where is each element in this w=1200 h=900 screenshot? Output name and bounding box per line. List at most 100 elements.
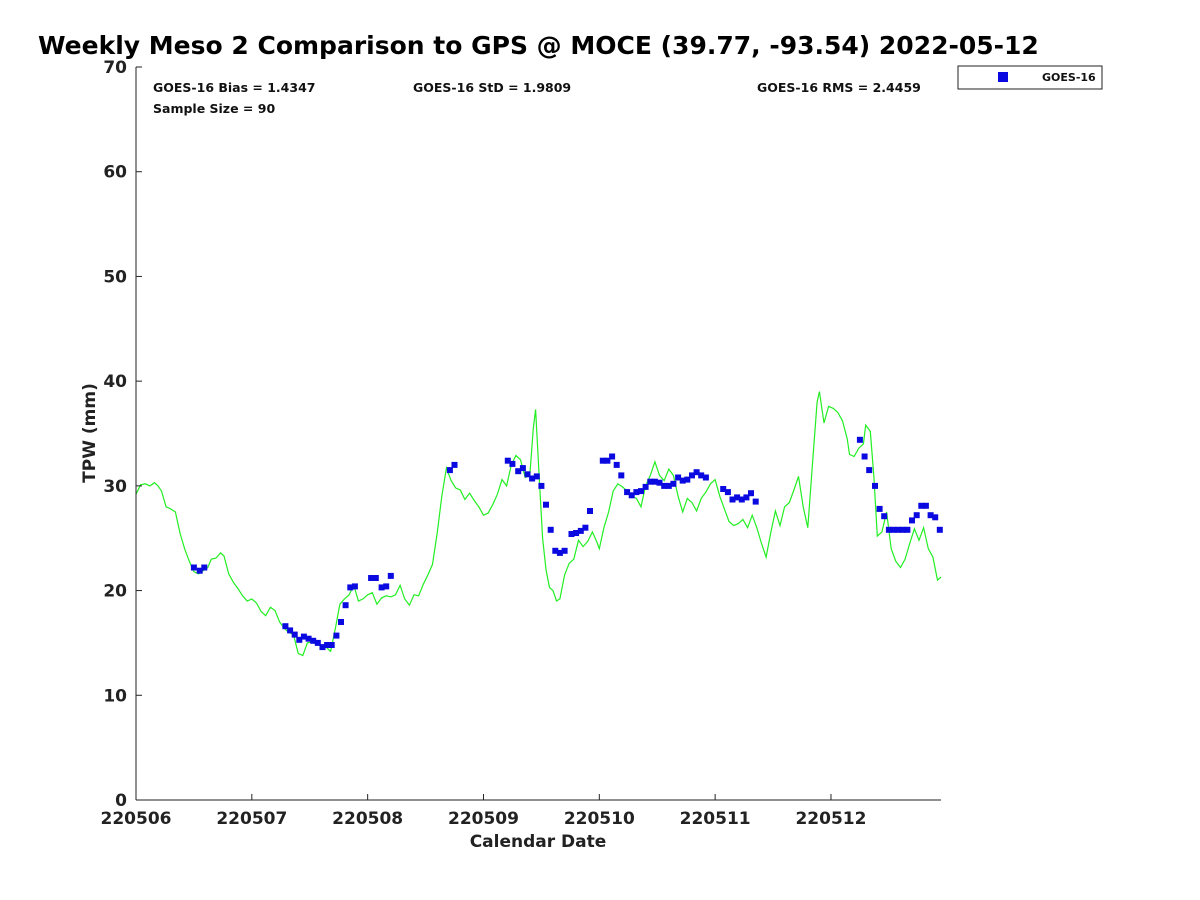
goes-16-point — [613, 461, 620, 468]
bias-stat: GOES-16 Bias = 1.4347 — [153, 80, 315, 95]
goes-16-point — [899, 526, 906, 533]
goes-16-point — [936, 526, 943, 533]
goes-16-point — [922, 502, 929, 509]
plot-area — [135, 391, 943, 657]
goes-16-point — [856, 436, 863, 443]
goes-16-point — [529, 475, 536, 482]
sample-size-stat: Sample Size = 90 — [153, 101, 275, 116]
gps-series — [135, 391, 942, 657]
legend-box — [957, 65, 1103, 90]
y-tick-label: 40 — [103, 372, 127, 392]
y-tick-label: 0 — [115, 791, 127, 811]
goes-16-point — [890, 526, 897, 533]
goes-16-point — [515, 468, 522, 475]
rms-stat: GOES-16 RMS = 2.4459 — [757, 80, 921, 95]
x-tick-label: 220506 — [101, 809, 172, 829]
goes-16-point — [547, 526, 554, 533]
y-axis-ticks: 0 10 20 30 40 50 60 70 — [103, 58, 142, 811]
goes-16-point — [310, 637, 317, 644]
goes-16-point — [378, 584, 385, 591]
goes-16-point — [287, 627, 294, 634]
goes-16-point — [190, 564, 197, 571]
y-tick-label: 50 — [103, 267, 127, 287]
goes-16-point — [913, 512, 920, 519]
goes-16-point — [533, 473, 540, 480]
goes-16-point — [587, 508, 593, 514]
goes-16-point — [720, 486, 727, 492]
goes-16-point — [638, 488, 644, 495]
y-tick-label: 10 — [103, 686, 127, 706]
goes-16-point — [314, 639, 321, 646]
goes-16-point — [684, 476, 691, 483]
goes-16-point — [881, 513, 888, 520]
goes-16-point — [347, 584, 354, 591]
x-axis-ticks: 220506 220507 220508 220509 220510 220511 2205… — [101, 794, 866, 829]
goes-16-point — [305, 635, 312, 642]
legend-label-goes-16: GOES-16 — [1042, 71, 1096, 84]
goes-16-point — [300, 633, 307, 640]
goes-16-point — [577, 527, 584, 534]
goes-16-point — [752, 498, 759, 505]
goes-16-point — [633, 489, 640, 496]
goes-16-point — [561, 547, 568, 554]
goes-16-point — [698, 472, 705, 479]
x-tick-label: 220512 — [795, 809, 866, 829]
goes-16-point — [338, 619, 344, 625]
goes-16-point — [743, 494, 750, 501]
std-stat: GOES-16 StD = 1.9809 — [413, 80, 571, 95]
goes-16-point — [624, 489, 631, 496]
goes-16-point — [328, 642, 335, 648]
goes-16-point — [729, 496, 736, 503]
goes-16-point — [656, 479, 663, 486]
legend: GOES-16 — [957, 65, 1103, 90]
goes-16-point — [918, 502, 925, 509]
legend-marker-goes-16 — [998, 72, 1008, 82]
goes-16-point — [383, 583, 390, 590]
y-tick-label: 60 — [103, 163, 127, 183]
x-tick-label: 220508 — [332, 809, 403, 829]
goes-16-point — [351, 583, 358, 590]
goes-16-point — [504, 457, 511, 464]
gps-line — [135, 391, 942, 657]
goes-16-point — [661, 482, 668, 489]
goes-16-series — [190, 436, 943, 651]
goes-16-point — [628, 492, 635, 499]
chart-title: Weekly Meso 2 Comparison to GPS @ MOCE (… — [38, 31, 1039, 60]
goes-16-point — [895, 526, 902, 533]
goes-16-point — [702, 474, 709, 481]
goes-16-point — [909, 517, 915, 524]
x-axis-label: Calendar Date — [470, 832, 607, 852]
goes-16-point — [319, 644, 326, 651]
goes-16-point — [861, 453, 868, 460]
goes-16-point — [446, 467, 453, 474]
goes-16-point — [451, 461, 458, 468]
goes-16-point — [282, 623, 289, 630]
goes-16-point — [201, 564, 208, 571]
goes-16-point — [738, 496, 745, 503]
goes-16-point — [538, 482, 545, 489]
goes-16-point — [679, 477, 686, 484]
goes-16-point — [372, 575, 379, 581]
goes-16-point — [748, 490, 754, 497]
goes-16-point — [524, 471, 531, 478]
goes-16-point — [543, 501, 549, 508]
goes-16-point — [618, 472, 625, 479]
goes-16-point — [604, 457, 611, 464]
goes-16-point — [582, 524, 589, 531]
goes-16-point — [665, 482, 672, 489]
goes-16-point — [651, 478, 658, 485]
goes-16-point — [296, 636, 303, 643]
goes-16-point — [196, 567, 203, 574]
goes-16-point — [509, 460, 516, 467]
y-tick-label: 20 — [103, 582, 127, 602]
x-tick-label: 220509 — [448, 809, 519, 829]
goes-16-point — [734, 494, 741, 501]
goes-16-point — [642, 483, 649, 490]
x-tick-label: 220510 — [564, 809, 635, 829]
goes-16-point — [333, 632, 340, 639]
goes-16-point — [932, 514, 939, 521]
goes-16-point — [573, 530, 580, 536]
x-tick-label: 220507 — [216, 809, 287, 829]
goes-16-point — [866, 467, 873, 474]
